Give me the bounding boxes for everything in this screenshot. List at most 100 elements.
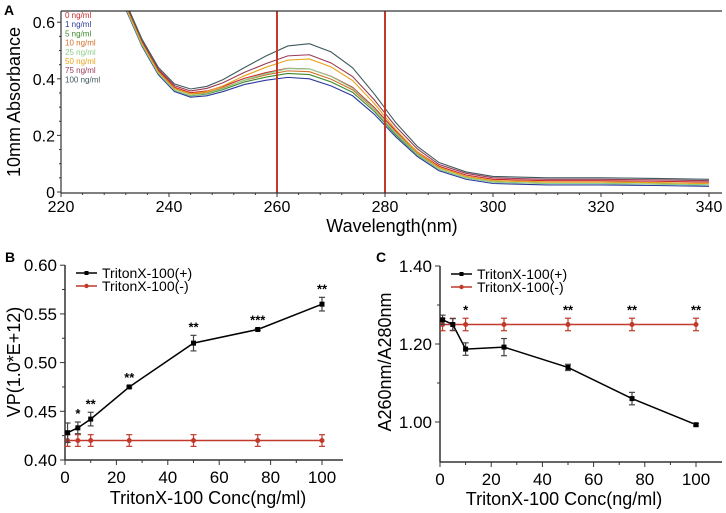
data-point (75, 425, 81, 431)
data-point (191, 438, 196, 444)
legend-entry: 50 ng/ml (65, 57, 96, 66)
panel-label-b: B (5, 249, 15, 265)
significance-label: * (75, 406, 81, 421)
data-point (319, 301, 325, 307)
y-tick-label: 0.60 (24, 256, 57, 275)
data-point (255, 438, 261, 444)
data-point (126, 438, 132, 444)
panel-label-a: A (4, 2, 14, 18)
y-tick-label: 0.40 (24, 451, 57, 470)
series-line (442, 319, 697, 426)
spectrum-line-50-ng-ml (127, 11, 710, 185)
legend-marker (459, 284, 464, 290)
significance-label: * (463, 302, 469, 317)
x-tick-label: 60 (584, 470, 603, 489)
x-tick-label: 20 (107, 468, 126, 487)
data-point (463, 346, 469, 352)
spectrum-line-100-ng-ml (128, 11, 710, 180)
y-tick-label: 0.2 (33, 128, 55, 145)
x-tick-label: 80 (261, 468, 280, 487)
significance-label: *** (250, 313, 266, 328)
data-point (75, 438, 81, 444)
x-tick-label: 320 (588, 199, 615, 216)
x-tick-label: 40 (533, 470, 552, 489)
data-point (191, 340, 196, 346)
y-tick-label: 0 (46, 185, 55, 202)
x-tick-label: 280 (372, 199, 399, 216)
y-tick-label: 0.50 (24, 354, 57, 373)
legend-marker (459, 272, 464, 276)
data-point (693, 422, 699, 428)
x-tick-label: 60 (210, 468, 229, 487)
significance-label: ** (124, 370, 135, 385)
spectra-series-group (125, 11, 710, 187)
legend-entry: TritonX-100(+) (102, 265, 192, 281)
data-point (319, 438, 325, 444)
significance-label: ** (317, 281, 328, 296)
legend-entry: TritonX-100(-) (102, 278, 189, 294)
data-point (629, 322, 635, 327)
x-tick-label: 100 (682, 470, 710, 489)
panel-label-c: C (376, 249, 386, 265)
x-tick-label: 340 (696, 199, 723, 216)
panel-b-x-title: TritonX-100 Conc(ng/ml) (110, 488, 306, 508)
panel-c-y-title: A260nm/A280nm (375, 292, 395, 431)
panel-b-y-title: VP(1.0*E+12) (4, 307, 24, 418)
significance-label: ** (627, 302, 638, 317)
significance-label: ** (188, 319, 199, 334)
x-tick-label: 300 (480, 199, 507, 216)
data-point (565, 322, 571, 327)
legend-entry: 75 ng/ml (65, 66, 96, 75)
spectrum-line-1-ng-ml (125, 11, 710, 187)
data-point (629, 396, 635, 402)
data-point (65, 430, 71, 436)
legend-entry: 25 ng/ml (65, 48, 96, 57)
legend-entry: 100 ng/ml (65, 75, 100, 84)
legend-entry: TritonX-100(+) (477, 266, 567, 282)
legend-marker (84, 271, 89, 275)
data-point (126, 384, 132, 390)
x-tick-label: 0 (435, 470, 444, 489)
data-point (88, 438, 94, 444)
series-minus: * ** ** ** (439, 302, 702, 332)
data-point (501, 322, 507, 327)
legend-entry: TritonX-100(-) (477, 279, 564, 295)
legend-entry: 10 ng/ml (65, 39, 96, 48)
significance-label: ** (86, 396, 97, 411)
legend-entry: 0 ng/ml (65, 11, 91, 20)
x-tick-label: 100 (308, 468, 336, 487)
data-point (440, 317, 446, 323)
spectrum-line-75-ng-ml (128, 11, 710, 182)
x-tick-label: 240 (156, 199, 183, 216)
y-tick-label: 0.45 (24, 402, 57, 421)
data-point (450, 322, 456, 327)
series-plus (439, 314, 699, 428)
series-plus: ******* ***** (64, 281, 328, 444)
data-point (255, 326, 261, 332)
y-tick-label: 1.20 (399, 335, 432, 354)
y-tick-label: 1.40 (399, 257, 432, 276)
data-point (565, 364, 571, 370)
x-tick-label: 20 (482, 470, 501, 489)
data-point (88, 416, 94, 422)
significance-label: ** (563, 302, 574, 317)
x-tick-label: 0 (60, 468, 69, 487)
legend-entry: 1 ng/ml (65, 20, 91, 29)
y-tick-label: 0.6 (33, 15, 55, 32)
spectrum-line-25-ng-ml (126, 11, 710, 186)
data-point (693, 322, 699, 327)
x-tick-label: 80 (635, 470, 654, 489)
data-point (501, 344, 507, 350)
significance-label: ** (691, 302, 702, 317)
panel-a-y-title: 10mm Absorbance (4, 27, 24, 177)
y-tick-label: 1.00 (399, 413, 432, 432)
legend-marker (84, 283, 89, 289)
y-tick-label: 0.4 (33, 72, 55, 89)
x-tick-label: 260 (264, 199, 291, 216)
panel-c-x-title: TritonX-100 Conc(ng/ml) (466, 489, 662, 509)
x-tick-label: 40 (158, 468, 177, 487)
